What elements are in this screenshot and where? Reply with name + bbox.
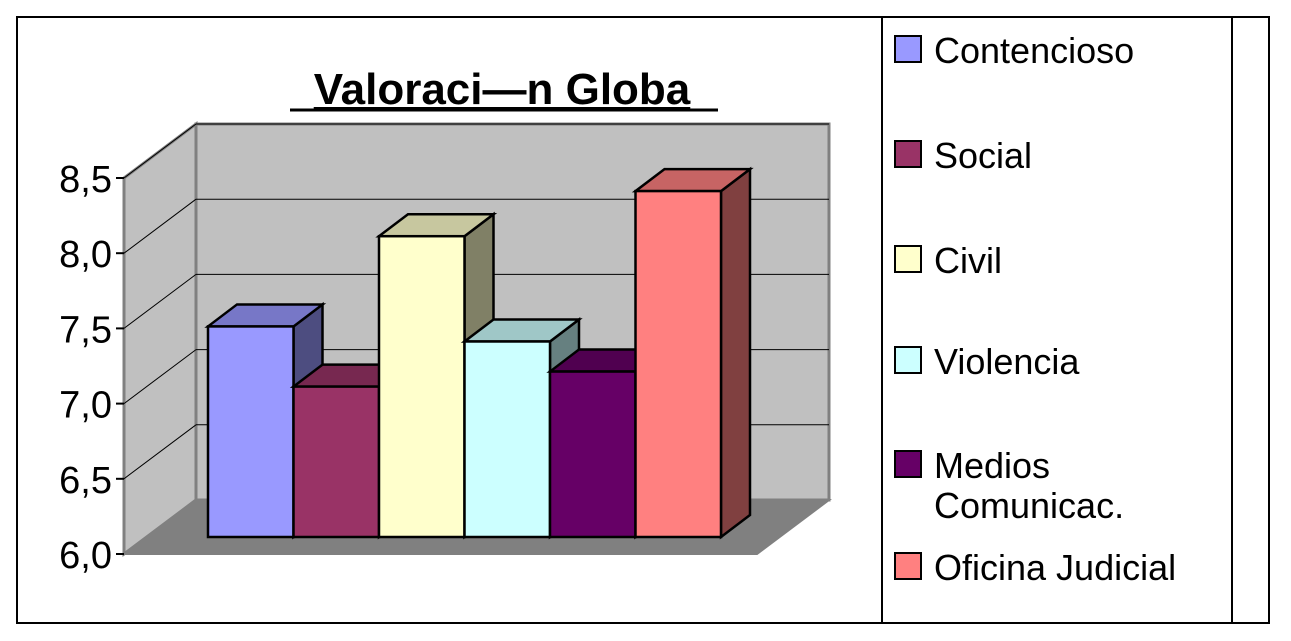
y-tick-label: 6,0: [59, 535, 112, 577]
y-tick-label: 6,5: [59, 460, 112, 502]
legend-item: Contencioso: [894, 31, 1234, 71]
bar-front-face: [377, 234, 466, 539]
legend-item: Civil: [894, 241, 1234, 281]
legend-label: Social: [934, 135, 1033, 176]
bar-front-face: [463, 340, 552, 539]
legend-swatch: [894, 450, 922, 478]
legend-swatch: [894, 140, 922, 168]
legend-swatch: [894, 245, 922, 273]
legend-swatch: [894, 346, 922, 374]
bars: [204, 166, 754, 540]
gridline-side: [123, 273, 197, 329]
legend-swatch: [894, 552, 922, 580]
gridline-side: [123, 349, 197, 405]
legend-swatch: [894, 35, 922, 63]
legend-item: Medios Comunicac.: [894, 446, 1234, 526]
legend-item: Social: [894, 136, 1234, 176]
y-tick-label: 7,5: [59, 309, 112, 351]
y-tick-label: 8,5: [59, 159, 112, 201]
legend-label: Oficina Judicial: [934, 547, 1177, 588]
legend-item: Violencia: [894, 342, 1234, 382]
bar-front-face: [292, 385, 381, 539]
y-axis-ticks: 6,0 6,5 7,0 7,5 8,0 8,5: [59, 159, 124, 577]
bar-front-face: [206, 325, 295, 539]
legend-item: Oficina Judicial: [894, 548, 1234, 588]
legend-label: Violencia: [934, 341, 1080, 382]
bar-front-face: [548, 370, 637, 539]
legend-label: Civil: [934, 240, 1002, 281]
side-wall: [122, 121, 198, 557]
bar-front-face: [634, 189, 723, 539]
legend-label: Medios Comunicac.: [934, 445, 1125, 526]
gridline-side: [123, 198, 197, 254]
chart-title: Valoraci—n Globa: [314, 65, 691, 114]
y-tick-label: 8,0: [59, 234, 112, 276]
bar-side-face: [719, 166, 752, 540]
y-tick-label: 7,0: [59, 385, 112, 427]
legend-label: Contencioso: [934, 30, 1135, 71]
gridline-side: [123, 424, 197, 480]
gridline-side: [123, 123, 197, 179]
bar-6: [631, 166, 754, 540]
